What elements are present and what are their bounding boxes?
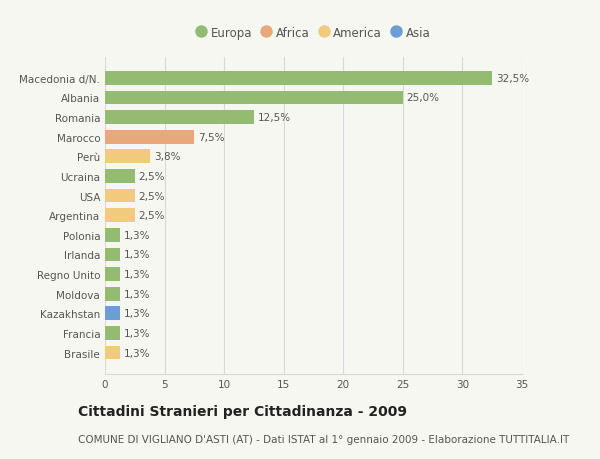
- Bar: [105, 150, 150, 164]
- Text: 1,3%: 1,3%: [124, 289, 151, 299]
- Text: 3,8%: 3,8%: [154, 152, 181, 162]
- Text: Cittadini Stranieri per Cittadinanza - 2009: Cittadini Stranieri per Cittadinanza - 2…: [78, 404, 407, 419]
- Bar: [105, 111, 254, 125]
- Text: 1,3%: 1,3%: [124, 250, 151, 260]
- Text: 7,5%: 7,5%: [198, 132, 224, 142]
- Bar: [105, 72, 492, 85]
- Text: 32,5%: 32,5%: [496, 73, 529, 84]
- Bar: [105, 326, 121, 340]
- Bar: [105, 91, 403, 105]
- Text: 1,3%: 1,3%: [124, 230, 151, 241]
- Text: COMUNE DI VIGLIANO D'ASTI (AT) - Dati ISTAT al 1° gennaio 2009 - Elaborazione TU: COMUNE DI VIGLIANO D'ASTI (AT) - Dati IS…: [78, 434, 569, 443]
- Text: 25,0%: 25,0%: [406, 93, 439, 103]
- Legend: Europa, Africa, America, Asia: Europa, Africa, America, Asia: [192, 22, 435, 45]
- Bar: [105, 287, 121, 301]
- Text: 1,3%: 1,3%: [124, 328, 151, 338]
- Text: 2,5%: 2,5%: [139, 191, 165, 201]
- Text: 2,5%: 2,5%: [139, 211, 165, 221]
- Text: 1,3%: 1,3%: [124, 308, 151, 319]
- Text: 12,5%: 12,5%: [257, 113, 290, 123]
- Bar: [105, 229, 121, 242]
- Bar: [105, 130, 194, 144]
- Text: 1,3%: 1,3%: [124, 348, 151, 358]
- Bar: [105, 268, 121, 281]
- Bar: [105, 248, 121, 262]
- Bar: [105, 346, 121, 360]
- Bar: [105, 209, 135, 223]
- Text: 1,3%: 1,3%: [124, 269, 151, 280]
- Bar: [105, 307, 121, 320]
- Text: 2,5%: 2,5%: [139, 172, 165, 182]
- Bar: [105, 170, 135, 184]
- Bar: [105, 189, 135, 203]
